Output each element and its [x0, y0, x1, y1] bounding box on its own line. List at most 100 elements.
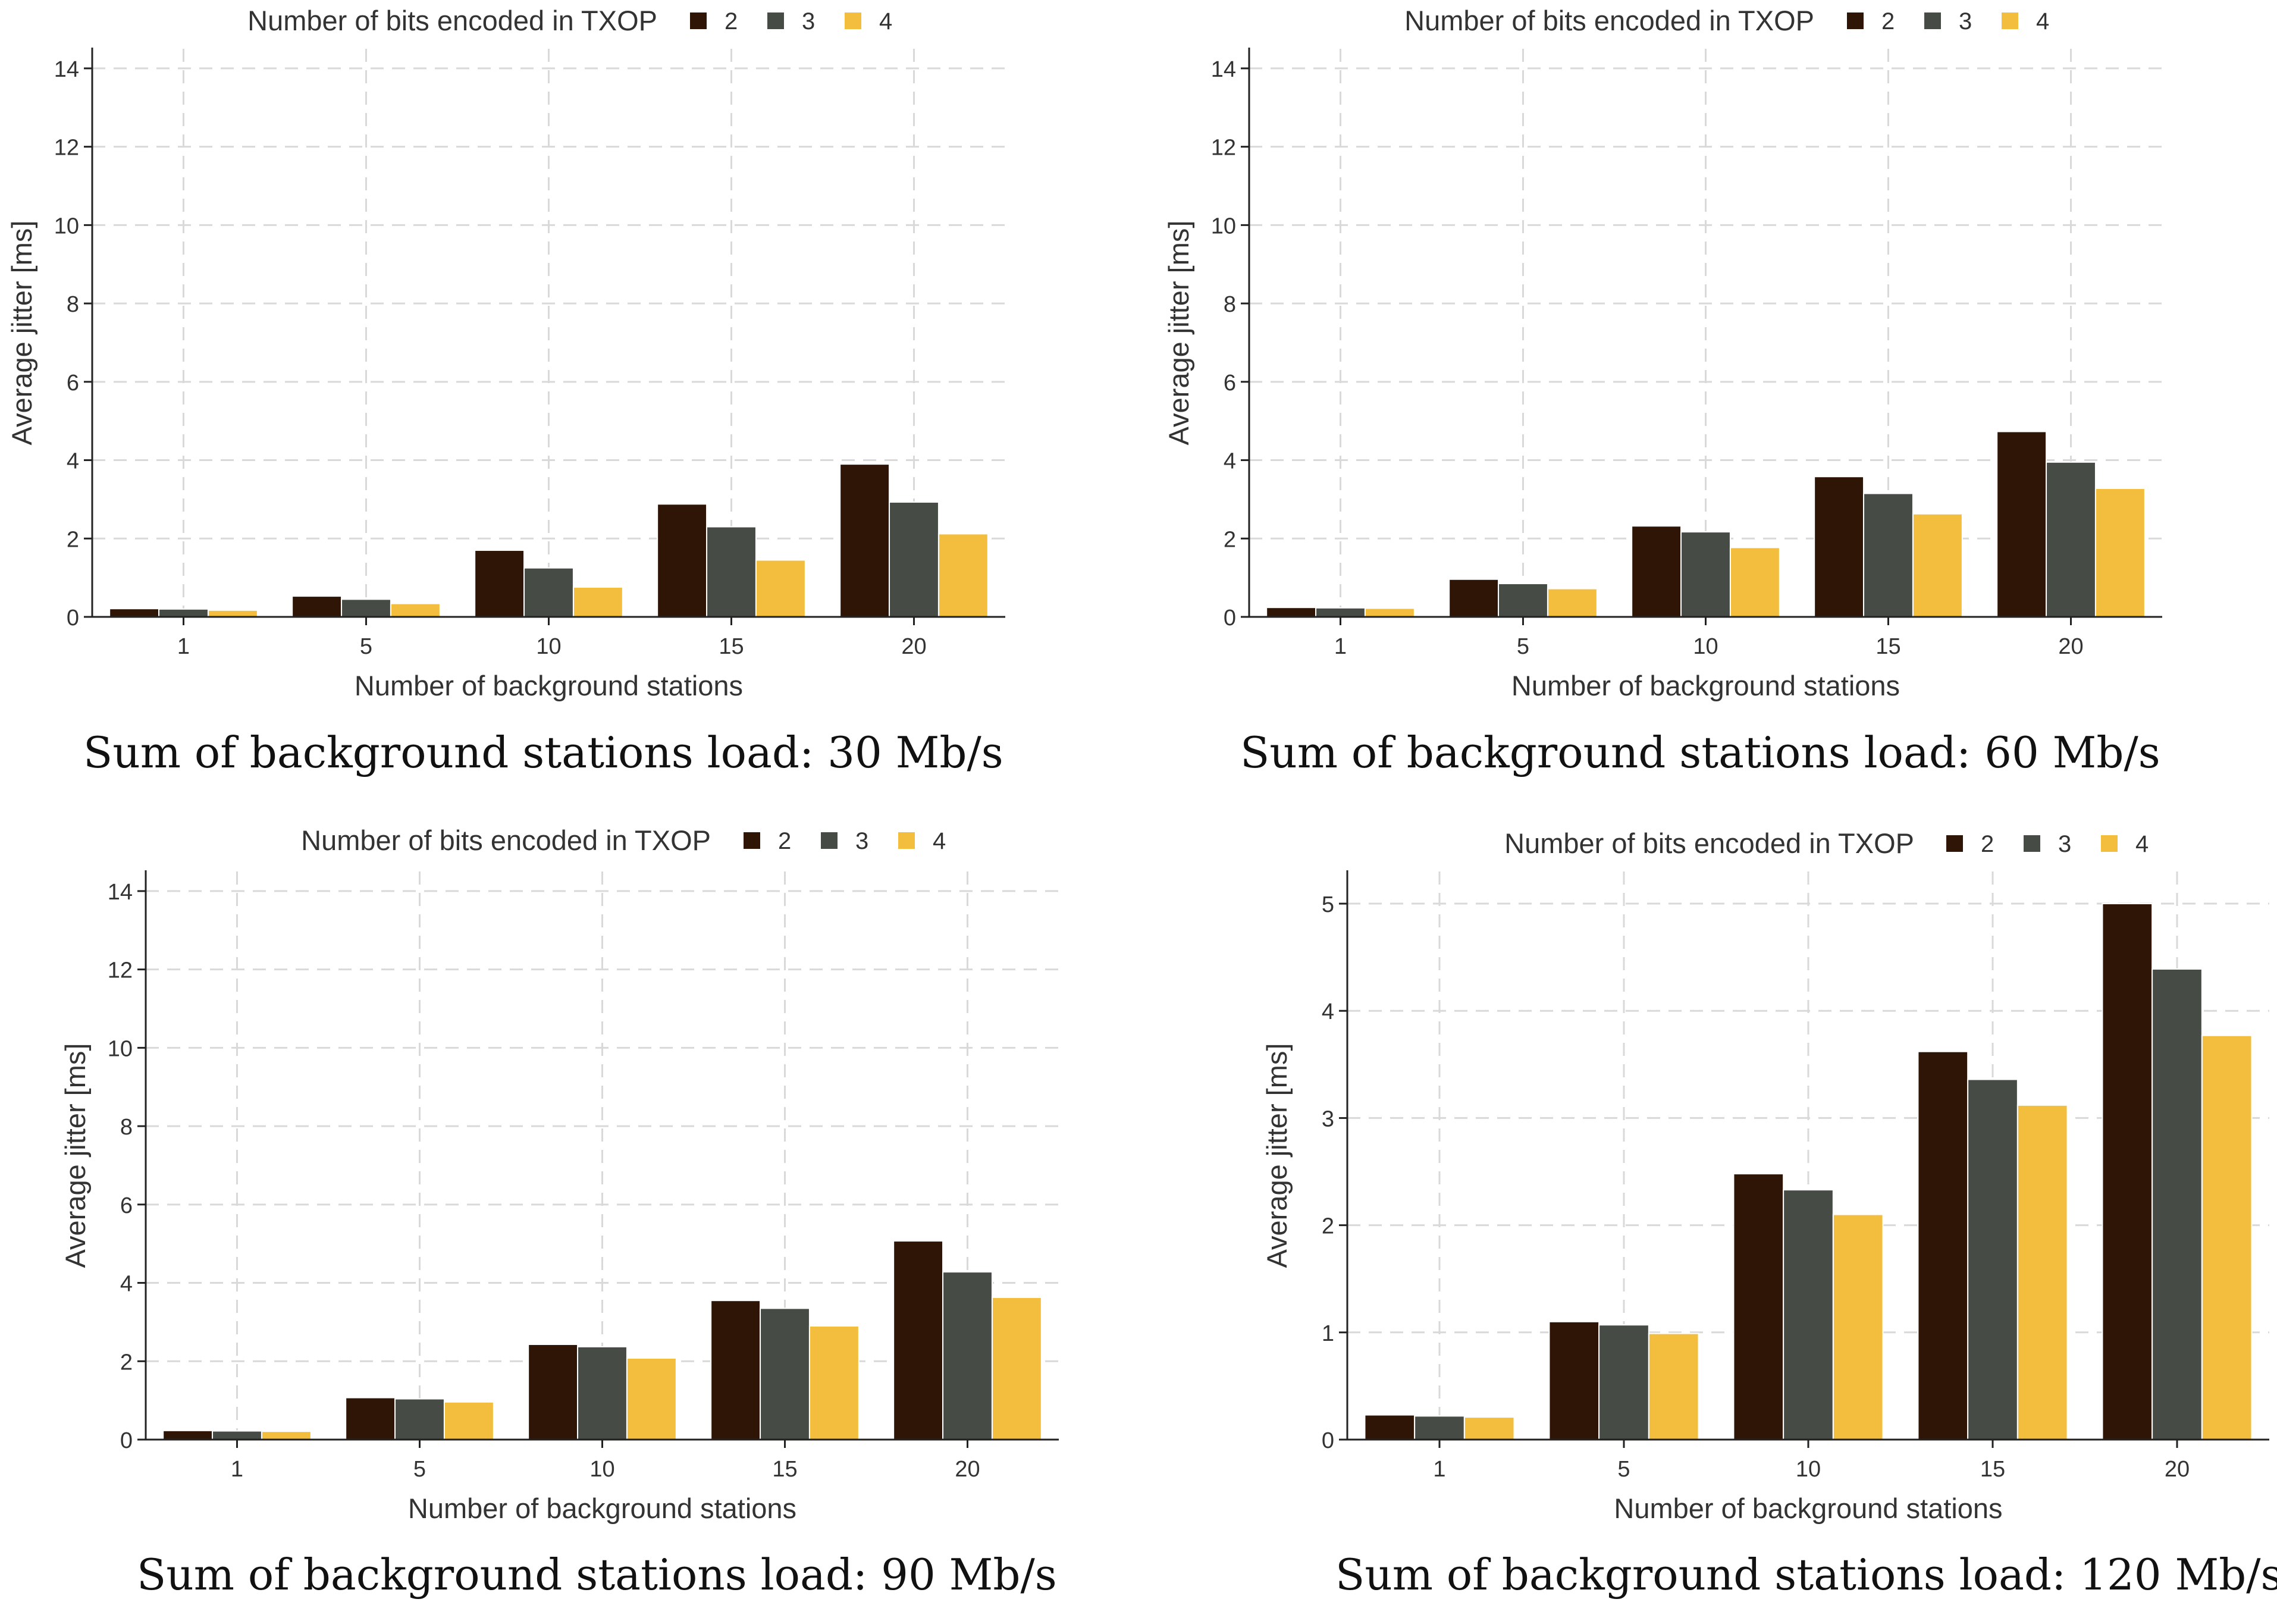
y-tick-label: 4: [1224, 449, 1236, 474]
legend-label-2: 2: [724, 8, 738, 35]
bar-chart2-series-3-cat-15: [1863, 493, 1914, 617]
y-axis-label: Average jitter [ms]: [59, 1043, 91, 1268]
bar-chart1-series-4-cat-20: [937, 533, 989, 618]
y-tick-label: 14: [108, 880, 133, 905]
bar-chart3-series-4-cat-5: [443, 1401, 494, 1441]
y-tick-label: 8: [1224, 292, 1236, 317]
y-axis-label: Average jitter [ms]: [1261, 1043, 1293, 1268]
x-tick-label: 1: [1334, 634, 1347, 659]
bar-chart2-series-2-cat-10: [1631, 525, 1682, 618]
bar-chart2-series-3-cat-20: [2046, 461, 2096, 618]
bar-chart2-series-4-cat-15: [1912, 513, 1963, 618]
x-tick-label: 1: [231, 1457, 243, 1482]
y-tick-label: 6: [67, 371, 79, 396]
y-tick-label: 0: [120, 1428, 133, 1453]
y-tick-label: 8: [67, 292, 79, 317]
bar-chart2-series-3-cat-1: [1315, 607, 1366, 618]
y-tick-label: 4: [120, 1272, 133, 1297]
bar-chart4-series-4-cat-20: [2201, 1034, 2253, 1441]
legend-label-3: 3: [2058, 831, 2071, 857]
y-tick-label: 0: [1224, 606, 1236, 631]
bar-chart4-series-4-cat-15: [2016, 1104, 2068, 1440]
chart-caption: Sum of background stations load: 90 Mb/s: [137, 1550, 1057, 1600]
y-tick-label: 2: [1322, 1214, 1334, 1239]
legend-label-4: 4: [2135, 831, 2149, 857]
bar-chart3-series-4-cat-15: [808, 1325, 860, 1440]
bar-chart4-series-4-cat-5: [1648, 1333, 1699, 1441]
legend-swatch-3: [821, 832, 838, 849]
x-tick-label: 5: [413, 1457, 426, 1482]
x-tick-label: 15: [1875, 634, 1900, 659]
y-tick-label: 12: [108, 958, 133, 983]
bar-chart1-series-4-cat-15: [755, 559, 806, 617]
bar-chart4-series-2-cat-20: [2102, 903, 2153, 1441]
legend-label-4: 4: [2036, 8, 2049, 35]
legend-swatch-4: [2101, 835, 2118, 852]
bar-chart3-series-3-cat-15: [760, 1308, 810, 1440]
bar-chart3-series-2-cat-10: [528, 1343, 579, 1440]
y-tick-label: 0: [1322, 1428, 1334, 1453]
bar-chart4-series-3-cat-5: [1598, 1324, 1649, 1440]
x-axis-label: Number of background stations: [408, 1493, 796, 1524]
chart-caption: Sum of background stations load: 60 Mb/s: [1240, 728, 2160, 777]
x-tick-label: 5: [360, 634, 372, 659]
y-tick-label: 14: [1211, 57, 1236, 82]
bar-chart2-series-3-cat-10: [1680, 531, 1731, 617]
legend-swatch-4: [2002, 12, 2018, 29]
bar-chart1-series-2-cat-20: [839, 463, 890, 617]
legend-swatch-3: [1924, 12, 1941, 29]
bar-chart2-series-2-cat-1: [1266, 607, 1317, 618]
x-axis-label: Number of background stations: [1511, 670, 1900, 701]
bar-chart2-series-2-cat-15: [1814, 476, 1865, 618]
bar-chart3-series-3-cat-20: [942, 1271, 993, 1440]
y-tick-label: 4: [67, 449, 79, 474]
y-tick-label: 1: [1322, 1321, 1334, 1346]
bar-chart1-series-3-cat-1: [158, 608, 209, 617]
legend-title: Number of bits encoded in TXOP: [1504, 827, 1914, 859]
y-axis-label: Average jitter [ms]: [6, 221, 37, 446]
bar-chart3-series-2-cat-20: [893, 1240, 944, 1441]
bar-chart2-series-4-cat-10: [1729, 547, 1780, 617]
bar-chart1-series-3-cat-5: [341, 598, 391, 617]
bar-chart3-series-4-cat-10: [626, 1357, 677, 1440]
bar-chart2-series-2-cat-5: [1448, 578, 1500, 617]
x-tick-label: 20: [2058, 634, 2083, 659]
bar-chart1-series-3-cat-15: [706, 526, 757, 617]
x-tick-label: 5: [1617, 1457, 1630, 1482]
bar-chart4-series-2-cat-10: [1733, 1173, 1784, 1440]
bar-chart4-series-4-cat-1: [1463, 1416, 1515, 1441]
x-tick-label: 20: [955, 1457, 980, 1482]
y-tick-label: 10: [1211, 214, 1236, 239]
legend-label-2: 2: [1981, 831, 1994, 857]
legend-label-2: 2: [1881, 8, 1895, 35]
bar-chart2-series-3-cat-5: [1498, 583, 1548, 617]
legend-swatch-2: [1946, 835, 1963, 852]
legend-swatch-2: [690, 12, 707, 29]
bar-chart1-series-3-cat-10: [523, 567, 574, 618]
y-tick-label: 10: [54, 214, 79, 239]
legend-swatch-2: [1847, 12, 1864, 29]
x-tick-label: 10: [1693, 634, 1718, 659]
bar-chart4-series-3-cat-10: [1783, 1189, 1834, 1441]
bar-chart3-series-4-cat-1: [261, 1431, 312, 1440]
bar-chart1-series-3-cat-20: [889, 501, 939, 617]
y-tick-label: 0: [67, 606, 79, 631]
legend-label-3: 3: [802, 8, 815, 35]
y-tick-label: 8: [120, 1115, 133, 1140]
legend-label-2: 2: [778, 828, 791, 854]
bar-chart3-series-2-cat-15: [710, 1300, 761, 1441]
x-tick-label: 20: [901, 634, 926, 659]
legend-swatch-4: [845, 12, 861, 29]
x-axis-label: Number of background stations: [355, 670, 743, 701]
bar-chart4-series-2-cat-1: [1364, 1414, 1416, 1441]
y-tick-label: 2: [1224, 527, 1236, 552]
chart-caption: Sum of background stations load: 30 Mb/s: [83, 728, 1003, 777]
bar-chart1-series-2-cat-15: [657, 503, 708, 618]
y-tick-label: 3: [1322, 1106, 1334, 1131]
bar-chart2-series-4-cat-1: [1364, 607, 1415, 617]
legend-label-4: 4: [879, 8, 892, 35]
x-tick-label: 15: [772, 1457, 797, 1482]
legend-label-3: 3: [1959, 8, 1972, 35]
x-tick-label: 1: [177, 634, 190, 659]
